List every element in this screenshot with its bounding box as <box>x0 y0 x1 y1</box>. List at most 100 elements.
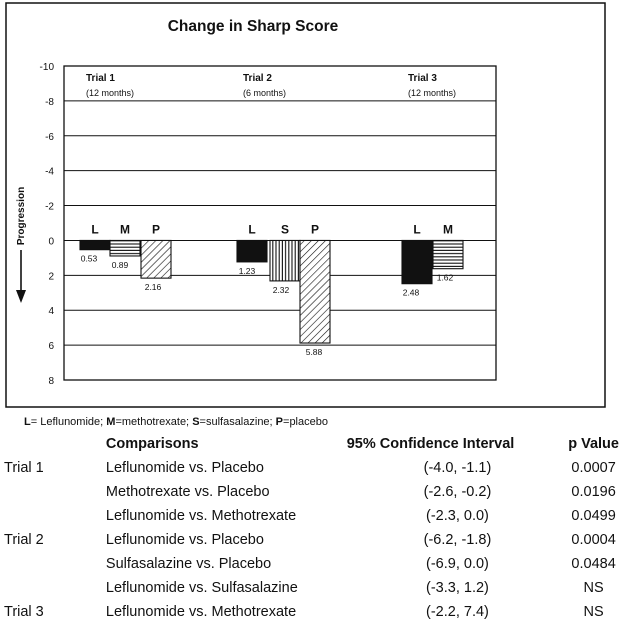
bar-category-label: L <box>91 222 98 236</box>
bar-value-label: 1.23 <box>239 266 256 276</box>
legend-key-s: S <box>192 416 200 428</box>
bar-category-label: P <box>152 222 160 236</box>
plot-area-border <box>63 65 497 381</box>
bar <box>299 239 331 344</box>
bar-value-label: 2.48 <box>403 288 420 298</box>
legend: L= Leflunomide; M=methotrexate; S=sulfas… <box>24 416 328 428</box>
legend-key-p: P <box>275 416 284 428</box>
row-p-value: 0.0196 <box>571 484 616 500</box>
row-ci: (-6.9, 0.0) <box>426 556 489 572</box>
table-row: Trial 3 Leflunomide vs. Methotrexate (-2… <box>0 600 619 624</box>
y-axis-label: Progression <box>16 187 27 245</box>
row-ci: (-3.3, 1.2) <box>426 580 489 596</box>
row-comparison: Leflunomide vs. Methotrexate <box>105 508 297 524</box>
y-axis-label-group: Progression <box>16 187 27 303</box>
legend-text-p: =placebo <box>283 416 328 428</box>
bar <box>140 239 172 279</box>
y-tick-label: 6 <box>48 341 54 352</box>
row-comparison: Sulfasalazine vs. Placebo <box>105 556 272 572</box>
row-trial: Trial 1 <box>4 460 44 476</box>
row-p-value: 0.0007 <box>571 460 616 476</box>
row-ci: (-2.6, -0.2) <box>423 484 492 500</box>
trial-duration-label: (6 months) <box>243 88 286 98</box>
bar-category-label: P <box>311 222 319 236</box>
table-row: Trial 2 Leflunomide vs. Placebo (-6.2, -… <box>0 528 619 552</box>
row-comparison: Leflunomide vs. Methotrexate <box>105 604 297 620</box>
bar-category-label: S <box>281 222 289 236</box>
chart-title: Change in Sharp Score <box>168 18 339 35</box>
bar <box>236 239 268 263</box>
bar <box>79 239 111 251</box>
row-trial: Trial 3 <box>4 604 44 620</box>
row-ci: (-6.2, -1.8) <box>423 532 492 548</box>
y-tick-label: 0 <box>48 236 54 247</box>
legend-text-m: =methotrexate; <box>115 416 193 428</box>
y-tick-label: -8 <box>45 97 54 108</box>
trial-name-label: Trial 3 <box>408 73 437 84</box>
row-comparison: Leflunomide vs. Sulfasalazine <box>105 580 298 596</box>
bar-value-label: 0.89 <box>112 260 129 270</box>
y-tick-label: -10 <box>40 62 55 73</box>
bar <box>432 239 464 270</box>
row-ci: (-4.0, -1.1) <box>423 460 492 476</box>
y-tick-label: 2 <box>48 271 54 282</box>
y-tick-label: -6 <box>45 132 54 143</box>
row-p-value: 0.0004 <box>571 532 616 548</box>
row-p-value: 0.0499 <box>571 508 616 524</box>
row-p-value: NS <box>583 604 604 620</box>
table-row: Methotrexate vs. Placebo (-2.6, -0.2) 0.… <box>0 480 619 504</box>
bar-category-label: M <box>443 222 453 236</box>
trial-duration-label: (12 months) <box>408 88 456 98</box>
bars: L 0.53 M 0.89 P 2.16 L 1.23 S 2.32 P 5.88 L 2.48 M 1.62 <box>79 222 464 357</box>
row-comparison: Leflunomide vs. Placebo <box>105 532 264 548</box>
trial-group-labels: Trial 1 (12 months) Trial 2 (6 months) Trial… <box>86 73 456 98</box>
y-tick-label: 8 <box>48 376 54 387</box>
header-ci: 95% Confidence Interval <box>346 436 515 452</box>
chart-frame <box>5 2 606 408</box>
table-header-row: Comparisons 95% Confidence Interval p Va… <box>0 432 619 456</box>
row-p-value: NS <box>583 580 604 596</box>
bar <box>401 239 433 285</box>
sharp-score-chart: Change in Sharp Score -10 -8 -6 -4 -2 0 2 4 6 8 P… <box>5 2 606 408</box>
header-trial <box>0 432 106 456</box>
row-ci: (-2.3, 0.0) <box>426 508 489 524</box>
trial-name-label: Trial 1 <box>86 73 115 84</box>
trial-duration-label: (12 months) <box>86 88 134 98</box>
bar-value-label: 2.16 <box>145 282 162 292</box>
y-tick-label: -4 <box>45 167 54 178</box>
bar <box>269 239 301 282</box>
table-row: Leflunomide vs. Methotrexate (-2.3, 0.0)… <box>0 504 619 528</box>
legend-text-s: =sulfasalazine; <box>199 416 276 428</box>
bar <box>109 239 141 257</box>
row-trial: Trial 2 <box>4 532 44 548</box>
bar-category-label: L <box>413 222 420 236</box>
legend-key-l: L <box>24 416 31 428</box>
trial-name-label: Trial 2 <box>243 73 272 84</box>
row-comparison: Leflunomide vs. Placebo <box>105 460 264 476</box>
row-trial <box>0 480 106 504</box>
comparison-table: Comparisons 95% Confidence Interval p Va… <box>0 432 619 624</box>
row-comparison: Methotrexate vs. Placebo <box>105 484 270 500</box>
y-tick-label: 4 <box>48 306 54 317</box>
bar-value-label: 1.62 <box>437 273 454 283</box>
y-tick-label: -2 <box>45 202 54 213</box>
row-ci: (-2.2, 7.4) <box>426 604 489 620</box>
table-row: Trial 1 Leflunomide vs. Placebo (-4.0, -… <box>0 456 619 480</box>
header-p-value: p Value <box>568 436 619 452</box>
down-arrow-icon <box>16 290 26 303</box>
bar-category-label: L <box>248 222 255 236</box>
table-row: Sulfasalazine vs. Placebo (-6.9, 0.0) 0.… <box>0 552 619 576</box>
table-row: Leflunomide vs. Sulfasalazine (-3.3, 1.2… <box>0 576 619 600</box>
legend-key-m: M <box>106 416 116 428</box>
y-tick-labels: -10 -8 -6 -4 -2 0 2 4 6 8 <box>40 62 55 387</box>
legend-text-l: = Leflunomide; <box>30 416 107 428</box>
header-comparisons: Comparisons <box>105 436 199 452</box>
bar-value-label: 2.32 <box>273 285 290 295</box>
row-p-value: 0.0484 <box>571 556 616 572</box>
row-trial <box>0 552 106 576</box>
row-trial <box>0 576 106 600</box>
bar-value-label: 0.53 <box>81 254 98 264</box>
bar-category-label: M <box>120 222 130 236</box>
row-trial <box>0 504 106 528</box>
bar-value-label: 5.88 <box>306 347 323 357</box>
